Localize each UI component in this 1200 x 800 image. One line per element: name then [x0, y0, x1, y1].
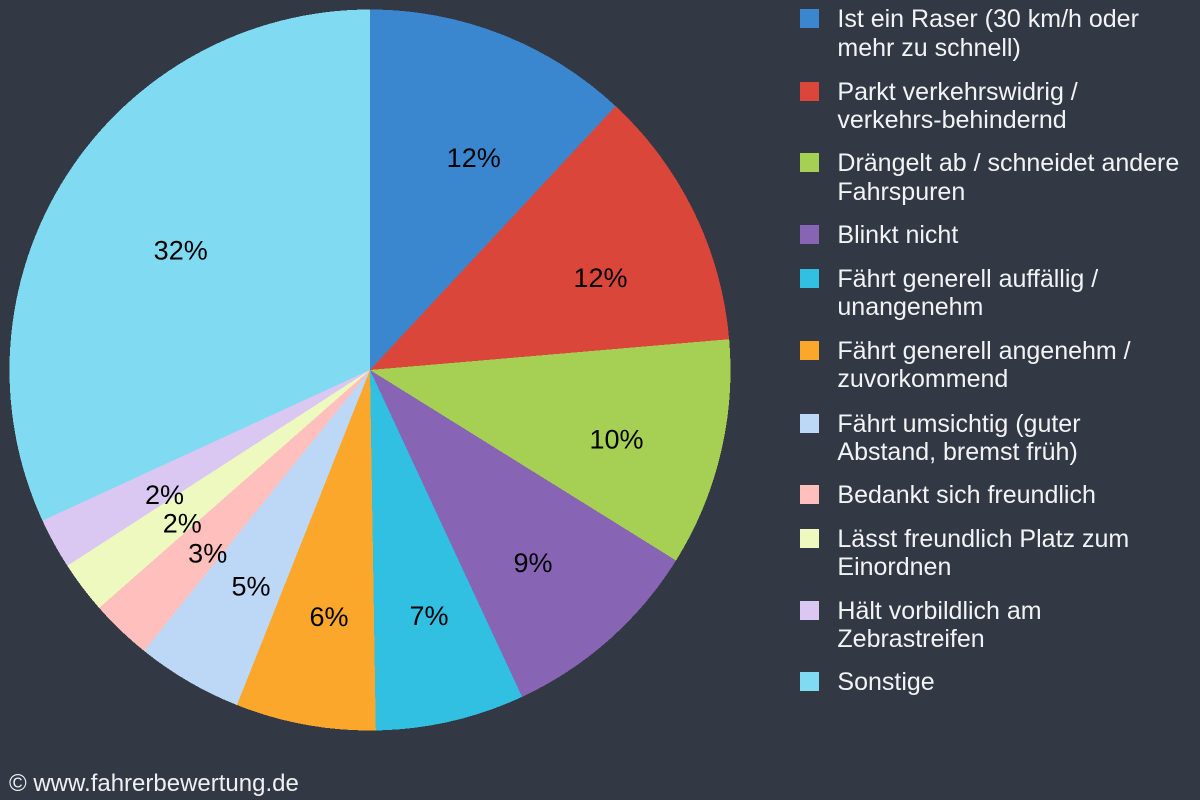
svg-text:32%: 32% — [154, 235, 208, 265]
svg-text:2%: 2% — [163, 509, 202, 539]
svg-text:6%: 6% — [309, 602, 348, 632]
svg-text:9%: 9% — [513, 548, 552, 578]
svg-text:7%: 7% — [409, 601, 448, 631]
svg-text:12%: 12% — [447, 143, 501, 173]
svg-text:3%: 3% — [188, 538, 227, 568]
svg-text:10%: 10% — [589, 424, 643, 454]
svg-text:12%: 12% — [573, 263, 627, 293]
svg-text:5%: 5% — [231, 571, 270, 601]
svg-text:2%: 2% — [145, 480, 184, 510]
